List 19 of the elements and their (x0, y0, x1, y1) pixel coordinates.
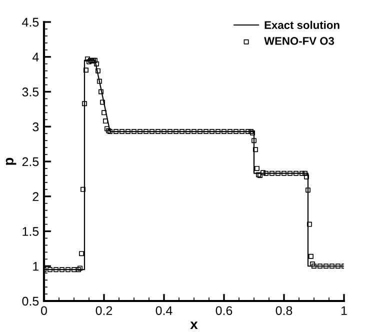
x-tick-label: 1 (341, 306, 347, 315)
y-tick-label: 1.5 (22, 227, 39, 236)
y-tick-label: 4.5 (22, 18, 39, 27)
x-tick-label: 0.4 (156, 306, 172, 316)
y-tick-label: 2 (32, 192, 39, 201)
x-tick-label: 0.6 (216, 306, 232, 316)
legend-label: Exact solution (264, 20, 340, 29)
x-tick-label: 0.8 (276, 306, 292, 316)
x-tick-label: 0.2 (96, 306, 112, 316)
x-axis-title: x (190, 322, 198, 329)
y-tick-label: 1 (33, 262, 39, 271)
y-tick-label: 3.5 (22, 88, 39, 96)
x-tick-label: 0 (41, 306, 47, 316)
y-tick-label: 3 (32, 122, 39, 132)
legend-label: WENO-FV O3 (264, 37, 334, 45)
y-tick-label: 4 (32, 52, 39, 62)
y-tick-label: 2.5 (22, 157, 39, 166)
y-axis-title: p (6, 158, 16, 165)
y-tick-label: 0.5 (22, 296, 39, 306)
